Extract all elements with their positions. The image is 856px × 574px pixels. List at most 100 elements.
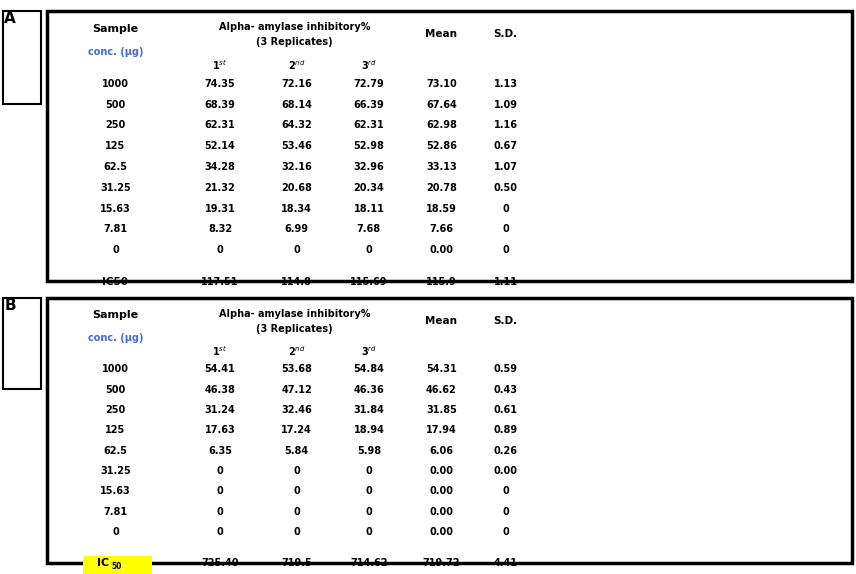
Text: 2$^{nd}$: 2$^{nd}$: [288, 59, 306, 72]
Text: 1.09: 1.09: [494, 100, 518, 110]
Text: 0: 0: [502, 224, 509, 234]
Text: 18.34: 18.34: [281, 204, 312, 214]
Text: 3$^{rd}$: 3$^{rd}$: [361, 344, 377, 359]
Text: 32.16: 32.16: [281, 162, 312, 172]
Text: 7.68: 7.68: [357, 224, 381, 234]
Text: 46.36: 46.36: [354, 385, 384, 395]
Text: S.D.: S.D.: [494, 316, 518, 325]
Text: 500: 500: [105, 385, 126, 395]
Text: 0.89: 0.89: [494, 425, 518, 436]
Text: 0.00: 0.00: [430, 527, 454, 537]
Text: 18.94: 18.94: [354, 425, 384, 436]
Text: 714.62: 714.62: [350, 558, 388, 568]
Text: 0.26: 0.26: [494, 446, 518, 456]
Text: 1.07: 1.07: [494, 162, 518, 172]
Text: 0: 0: [293, 487, 300, 497]
Text: 6.35: 6.35: [208, 446, 232, 456]
Text: 52.98: 52.98: [354, 141, 384, 151]
Text: 15.63: 15.63: [100, 487, 131, 497]
Text: 31.25: 31.25: [100, 183, 131, 193]
Text: Alpha- amylase inhibitory%: Alpha- amylase inhibitory%: [219, 309, 371, 319]
Text: 0.00: 0.00: [430, 245, 454, 255]
Text: 0: 0: [502, 527, 509, 537]
Text: 19.31: 19.31: [205, 204, 235, 214]
Text: 7.81: 7.81: [104, 507, 128, 517]
Text: 0.50: 0.50: [494, 183, 518, 193]
Text: 1.11: 1.11: [494, 277, 518, 286]
Text: 1$^{st}$: 1$^{st}$: [212, 344, 228, 359]
Text: 0: 0: [293, 466, 300, 476]
Text: B: B: [4, 298, 16, 313]
Y-axis label: Alpha- amylase inhibitory%: Alpha- amylase inhibitory%: [500, 366, 505, 463]
Text: 67.64: 67.64: [426, 100, 457, 110]
Text: 1$^{st}$: 1$^{st}$: [212, 59, 228, 72]
Text: 0: 0: [217, 507, 223, 517]
Text: 72.79: 72.79: [354, 79, 384, 89]
Text: 32.46: 32.46: [281, 405, 312, 415]
X-axis label: Concentration (μg): Concentration (μg): [663, 273, 746, 282]
Text: 250: 250: [105, 405, 126, 415]
Text: 64.32: 64.32: [281, 121, 312, 130]
Text: 500: 500: [105, 100, 126, 110]
Text: 115.9: 115.9: [426, 277, 457, 286]
Text: 20.34: 20.34: [354, 183, 384, 193]
Text: conc. (μg): conc. (μg): [87, 333, 143, 343]
Text: 719.72: 719.72: [423, 558, 461, 568]
Text: Sample: Sample: [92, 311, 139, 320]
X-axis label: Concentration (μg): Concentration (μg): [663, 556, 746, 565]
Text: 719.5: 719.5: [281, 558, 312, 568]
Text: (3 Replicates): (3 Replicates): [256, 324, 333, 333]
Text: 54.31: 54.31: [426, 364, 457, 374]
Text: 0.59: 0.59: [494, 364, 518, 374]
Text: 31.85: 31.85: [426, 405, 457, 415]
Text: 0: 0: [366, 507, 372, 517]
Text: 3$^{rd}$: 3$^{rd}$: [361, 59, 377, 72]
Text: 0: 0: [502, 245, 509, 255]
Text: 0: 0: [502, 204, 509, 214]
Text: 54.41: 54.41: [205, 364, 235, 374]
Text: 72.16: 72.16: [281, 79, 312, 89]
Text: S.D.: S.D.: [494, 29, 518, 39]
Text: Mean: Mean: [425, 316, 457, 325]
Text: 34.28: 34.28: [205, 162, 235, 172]
Text: Mean: Mean: [425, 29, 457, 39]
Text: 66.39: 66.39: [354, 100, 384, 110]
Text: (3 Replicates): (3 Replicates): [256, 37, 333, 47]
Text: 125: 125: [105, 425, 126, 436]
Text: 115.69: 115.69: [350, 277, 388, 286]
Text: 31.25: 31.25: [100, 466, 131, 476]
Text: 46.38: 46.38: [205, 385, 235, 395]
Text: 5.98: 5.98: [357, 446, 381, 456]
Text: 18.59: 18.59: [426, 204, 457, 214]
Text: 53.46: 53.46: [281, 141, 312, 151]
Y-axis label: Alpha- amylase inhibitory%: Alpha- amylase inhibitory%: [500, 82, 505, 179]
Text: 8.32: 8.32: [208, 224, 232, 234]
Text: 62.5: 62.5: [104, 446, 128, 456]
Text: A: A: [4, 11, 16, 26]
Text: 17.63: 17.63: [205, 425, 235, 436]
Text: 7.66: 7.66: [430, 224, 454, 234]
Text: 62.31: 62.31: [205, 121, 235, 130]
Text: 17.94: 17.94: [426, 425, 457, 436]
Text: 0.00: 0.00: [430, 507, 454, 517]
Text: 0: 0: [502, 487, 509, 497]
Text: 68.14: 68.14: [281, 100, 312, 110]
Text: 114.8: 114.8: [281, 277, 312, 286]
Text: 20.78: 20.78: [426, 183, 457, 193]
Text: 0: 0: [366, 487, 372, 497]
Text: 46.62: 46.62: [426, 385, 457, 395]
Text: 0.00: 0.00: [494, 466, 518, 476]
Text: 0: 0: [217, 466, 223, 476]
Text: 1.13: 1.13: [494, 79, 518, 89]
Text: 6.99: 6.99: [284, 224, 308, 234]
Text: IC: IC: [97, 558, 109, 568]
Text: 7.81: 7.81: [104, 224, 128, 234]
Text: 31.84: 31.84: [354, 405, 384, 415]
Text: 0: 0: [366, 527, 372, 537]
Text: 6.06: 6.06: [430, 446, 454, 456]
Text: 0.61: 0.61: [494, 405, 518, 415]
Text: IC50: IC50: [103, 277, 128, 286]
Text: 50: 50: [111, 562, 122, 571]
Text: 0: 0: [293, 507, 300, 517]
Text: 0.67: 0.67: [494, 141, 518, 151]
